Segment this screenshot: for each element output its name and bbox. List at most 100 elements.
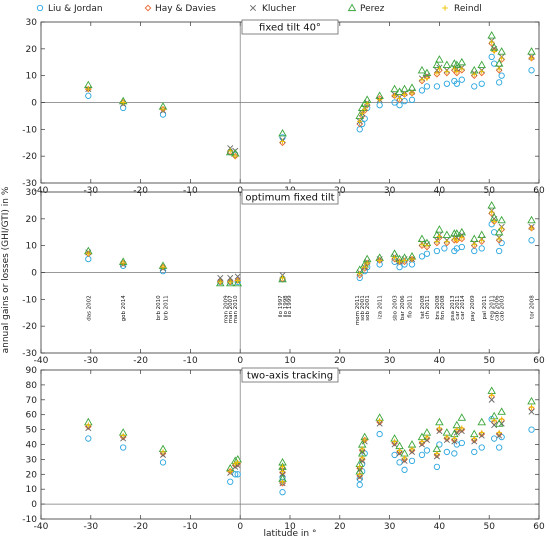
data-point-klucher <box>85 425 92 432</box>
y-tick-label: -20 <box>22 322 37 332</box>
x-tick-label: 0 <box>237 522 243 532</box>
data-point-perez <box>497 215 506 224</box>
data-point-klucher <box>234 273 241 280</box>
data-point-reindl <box>434 450 440 457</box>
data-point-liu-jordan <box>234 471 241 478</box>
x-tick-label: 20 <box>334 522 346 532</box>
data-point-perez <box>527 47 536 55</box>
data-point-reindl <box>357 118 363 124</box>
data-point-reindl <box>357 464 363 470</box>
data-point-reindl <box>227 148 233 154</box>
data-point-reindl <box>498 416 505 422</box>
data-point-liu-jordan <box>471 83 478 90</box>
data-point-liu-jordan <box>376 102 383 109</box>
data-point-klucher <box>491 422 498 429</box>
data-point-reindl <box>419 241 425 248</box>
data-point-perez <box>494 227 504 236</box>
data-point-liu-jordan <box>528 237 535 244</box>
legend-label: Reindl <box>454 4 482 14</box>
hay-davies-legend-marker <box>144 4 152 12</box>
data-point-liu-jordan <box>441 245 448 252</box>
x-tick-label: 60 <box>533 186 545 196</box>
series-klucher <box>85 37 535 154</box>
data-point-liu-jordan <box>433 83 441 90</box>
data-point-reindl <box>85 251 92 257</box>
data-point-reindl <box>436 425 443 431</box>
data-point-reindl <box>391 93 398 99</box>
series-hay-davies <box>84 210 535 286</box>
series-reindl <box>85 392 535 485</box>
legend: Liu & Jordan Hay & Davies Klucher Perez Rein… <box>36 3 482 14</box>
y-tick-label: 20 <box>26 470 38 480</box>
x-tick-label: -40 <box>34 186 49 196</box>
data-point-klucher <box>391 441 398 448</box>
data-point-perez <box>435 417 444 426</box>
data-point-liu-jordan <box>453 80 460 87</box>
data-point-reindl <box>496 429 502 436</box>
data-point-perez <box>497 47 506 55</box>
data-point-reindl <box>227 468 233 475</box>
data-point-klucher <box>443 437 450 444</box>
y-tick-label: 10 <box>26 242 38 252</box>
data-point-liu-jordan <box>496 79 503 86</box>
panels: -40-30-20-100102030405060-30-20-10010203… <box>22 18 545 532</box>
station-label: clh 2011 <box>425 295 431 319</box>
data-point-liu-jordan <box>408 457 416 465</box>
x-tick-label: -40 <box>34 356 49 366</box>
series-liu-jordan <box>85 221 535 286</box>
data-point-perez <box>417 65 427 74</box>
data-point-perez <box>407 83 417 91</box>
panel-title: two-axis tracking <box>241 367 339 383</box>
x-tick-label: 30 <box>384 522 396 532</box>
data-point-liu-jordan <box>356 126 363 133</box>
panel-title-text: two-axis tracking <box>247 371 333 382</box>
data-point-reindl <box>419 76 425 83</box>
data-point-reindl <box>235 459 241 466</box>
data-point-perez <box>457 57 467 66</box>
data-point-reindl <box>357 271 363 277</box>
station-label: tat 2008 <box>420 295 426 319</box>
data-point-klucher <box>488 396 495 403</box>
data-point-liu-jordan <box>232 471 239 478</box>
data-point-liu-jordan <box>443 448 451 456</box>
data-point-reindl <box>160 449 166 455</box>
x-tick-label: 40 <box>434 356 446 366</box>
series-liu-jordan <box>85 53 535 158</box>
series-reindl <box>85 39 535 159</box>
data-point-reindl <box>424 242 430 249</box>
legend-item-perez: Perez <box>347 3 385 14</box>
data-point-reindl <box>364 260 370 266</box>
data-point-liu-jordan <box>356 481 363 488</box>
x-tick-label: 50 <box>483 186 495 196</box>
x-tick-label: 50 <box>483 522 495 532</box>
data-point-reindl <box>359 446 365 452</box>
station-label: flo 2011 <box>408 295 414 318</box>
series-hay-davies <box>84 393 535 487</box>
data-point-hay-davies <box>226 278 234 286</box>
x-tick-label: -40 <box>34 522 49 532</box>
data-point-perez <box>400 84 409 93</box>
data-point-reindl <box>488 392 495 399</box>
data-point-liu-jordan <box>418 253 426 260</box>
data-point-reindl <box>424 75 430 82</box>
data-point-reindl <box>359 455 365 461</box>
station-label: cab 2006 <box>495 295 501 321</box>
data-point-perez <box>432 230 442 239</box>
data-point-reindl <box>444 68 450 75</box>
data-point-hay-davies <box>279 479 286 487</box>
data-point-reindl <box>444 434 450 440</box>
data-point-liu-jordan <box>478 80 485 87</box>
panel-optimum-fixed-tilt: -40 -30 -20 -10 0 10 20 30 40 50 60-30-20-10010203… <box>22 188 545 366</box>
data-point-reindl <box>279 464 286 470</box>
data-point-reindl <box>396 259 403 265</box>
series-hay-davies <box>84 40 535 160</box>
x-tick-label: 60 <box>533 356 545 366</box>
legend-item-hay-davies: Hay & Davies <box>144 4 216 14</box>
data-point-reindl <box>85 86 92 92</box>
x-tick-label: -30 <box>83 356 98 366</box>
y-tick-label: -30 <box>22 349 37 359</box>
data-point-hay-davies <box>216 278 224 286</box>
data-point-perez <box>487 386 496 394</box>
data-point-reindl <box>471 71 477 78</box>
data-point-reindl <box>362 437 368 443</box>
